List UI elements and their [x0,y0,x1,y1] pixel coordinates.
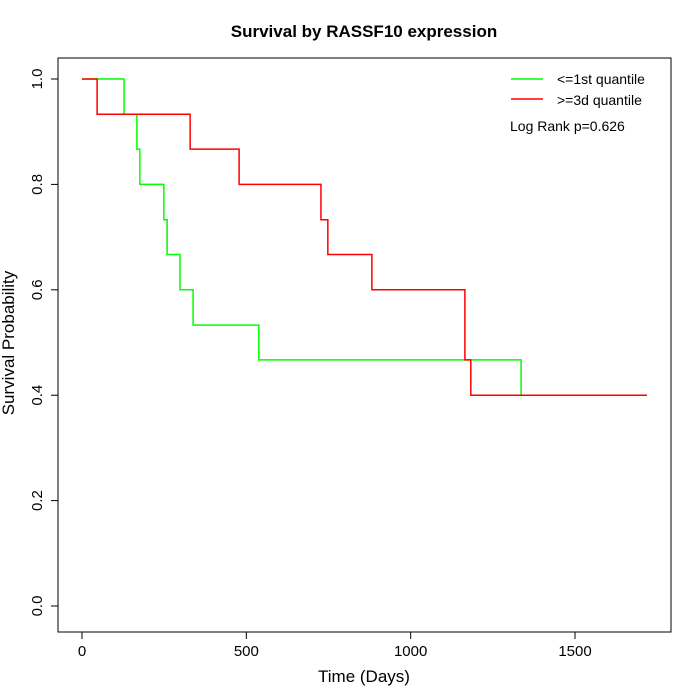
series-low-curve [82,78,647,396]
log-rank-annotation: Log Rank p=0.626 [510,118,625,134]
x-tick-label: 1500 [558,643,591,660]
x-tick-label: 0 [78,643,86,660]
series-high-curve [82,78,647,396]
chart-title: Survival by RASSF10 expression [231,22,497,41]
y-tick-label: 0.6 [29,279,46,300]
legend-label-low: <=1st quantile [557,71,645,87]
x-tick-label: 500 [234,643,259,660]
y-tick-label: 1.0 [29,69,46,90]
y-tick-label: 0.4 [29,385,46,406]
y-tick-label: 0.2 [29,490,46,511]
x-tick-label: 1000 [394,643,427,660]
y-tick-label: 0.0 [29,596,46,617]
plot-frame [57,57,672,633]
y-tick-label: 0.8 [29,174,46,195]
legend-label-high: >=3d quantile [557,92,642,108]
y-axis-label: Survival Probability [0,270,18,415]
x-axis-label: Time (Days) [318,667,410,686]
legend: <=1st quantile >=3d quantile [511,71,645,108]
